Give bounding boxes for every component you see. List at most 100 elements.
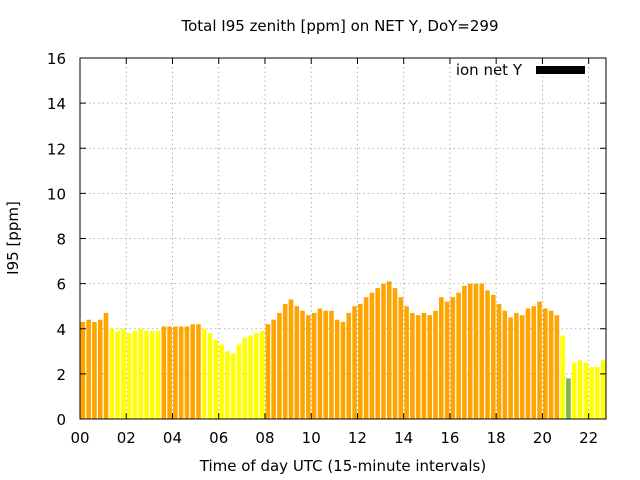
bar [479,283,485,419]
bar [173,326,178,419]
bar [340,321,346,419]
bar [577,360,583,419]
bar [502,310,508,419]
bar [86,319,91,419]
y-tick-label: 2 [56,366,66,384]
bar [444,301,450,419]
bar [352,306,357,419]
bar [583,362,589,419]
bar [589,367,594,419]
bar [381,283,386,419]
y-tick-label: 16 [47,50,66,68]
bar [219,344,224,419]
bar [288,299,294,419]
y-tick-label: 8 [56,231,66,249]
bar [358,303,363,419]
bar [184,326,190,419]
bar [537,301,542,419]
x-tick-label: 08 [255,429,274,447]
bar [323,310,328,419]
y-tick-label: 14 [47,95,66,113]
bar [571,362,577,419]
bar [236,344,242,419]
bar [317,308,323,419]
bar [490,294,496,419]
bar [121,328,126,419]
x-tick-label: 02 [117,429,136,447]
grid [80,58,606,419]
bar [265,324,271,419]
bar [259,331,265,419]
bar [306,315,311,419]
bar [415,315,421,419]
y-tick-label: 0 [56,411,66,429]
bar [144,331,149,419]
bar [271,319,276,419]
bar [109,328,115,419]
bar [334,319,340,419]
bar [248,335,253,419]
bar [392,288,398,419]
bar [369,292,375,419]
bar [294,306,300,419]
bar [282,303,288,419]
bar [386,281,392,419]
y-tick-label: 10 [47,185,66,203]
bar [311,312,317,419]
bar [178,326,184,419]
x-tick-label: 22 [579,429,598,447]
bar [242,337,248,419]
x-tick-label: 20 [533,429,552,447]
bar [467,283,473,419]
y-tick-label: 12 [47,140,66,158]
bar [485,290,490,419]
x-tick-label: 12 [348,429,367,447]
bar [97,319,103,419]
bar [190,324,196,419]
bar [230,353,236,419]
legend-label: ion net Y [455,61,522,79]
bar [410,312,415,419]
x-tick-label: 16 [440,429,459,447]
bar [277,312,282,419]
bar [421,312,427,419]
bar [554,315,560,419]
bar [363,297,369,419]
bar [329,310,334,419]
x-tick-label: 10 [302,429,321,447]
bar [138,328,143,419]
bar [196,324,201,419]
bar [254,333,259,419]
x-tick-label: 04 [163,429,182,447]
x-tick-label: 06 [209,429,228,447]
bar [126,333,132,419]
chart-title: Total I95 zenith [ppm] on NET Y, DoY=299 [181,17,499,35]
bar [92,321,97,419]
bar [473,283,479,419]
bar [161,326,167,419]
bar [115,331,120,419]
y-tick-label: 4 [56,321,66,339]
bar [103,312,109,419]
bar [167,326,172,419]
x-axis-label: Time of day UTC (15-minute intervals) [199,457,487,475]
bar [201,328,207,419]
bar [398,297,404,419]
bar [213,340,219,419]
bar [508,317,513,419]
bar [155,331,161,419]
bar [207,333,213,419]
x-tick-label: 14 [394,429,413,447]
x-tick-label: 18 [487,429,506,447]
bar [132,331,138,419]
bar [149,331,155,419]
bar [543,308,548,419]
bars [80,281,606,419]
bar [566,378,571,419]
bar [496,303,502,419]
bar [346,312,352,419]
bar [462,285,467,419]
bar [456,292,461,419]
bar [519,315,525,419]
